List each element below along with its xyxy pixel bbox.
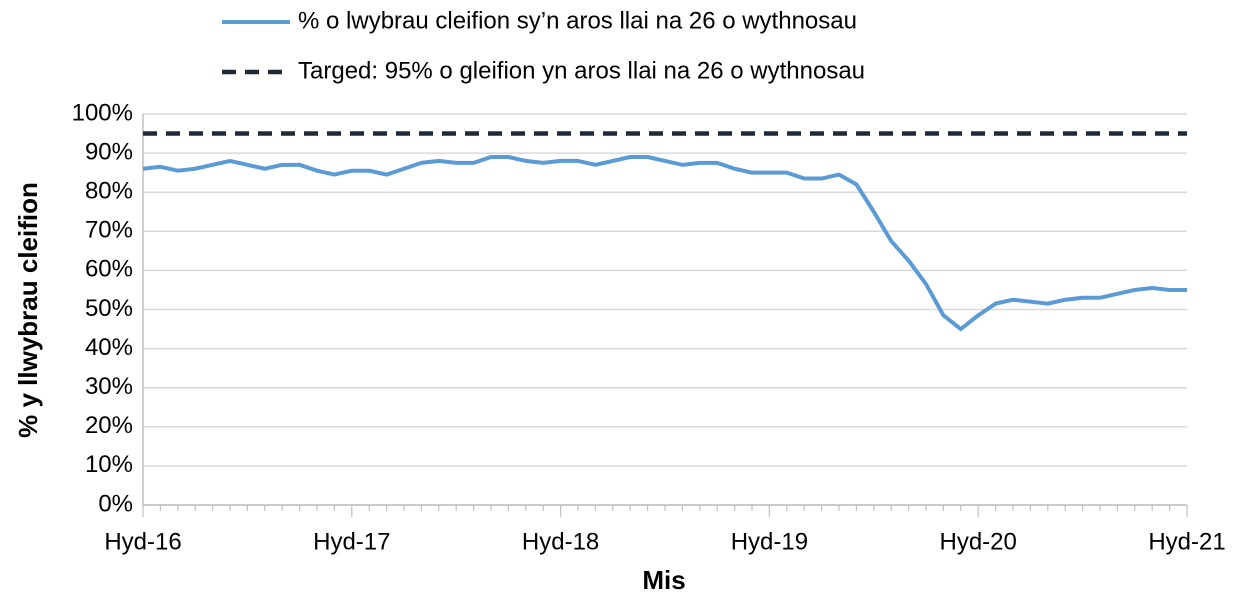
y-tick-label: 50% <box>85 295 133 322</box>
series-line <box>142 155 1187 332</box>
y-tick-label: 80% <box>85 178 133 205</box>
legend-label: Targed: 95% o gleifion yn aros llai na 2… <box>298 57 865 84</box>
y-tick-label: 20% <box>85 412 133 439</box>
x-axis-title: Mis <box>642 565 685 595</box>
y-tick-label: 10% <box>85 451 133 478</box>
x-tick-label: Hyd-21 <box>1148 528 1225 555</box>
x-tick-label: Hyd-18 <box>522 528 599 555</box>
y-tick-label: 100% <box>72 99 133 126</box>
y-tick-label: 0% <box>98 490 133 517</box>
legend-label: % o lwybrau cleifion sy’n aros llai na 2… <box>298 7 857 34</box>
y-tick-label: 30% <box>85 373 133 400</box>
x-tick-label: Hyd-19 <box>731 528 808 555</box>
y-tick-label: 60% <box>85 256 133 283</box>
y-tick-label: 70% <box>85 217 133 244</box>
x-tick-label: Hyd-16 <box>104 528 181 555</box>
y-axis-title: % y llwybrau cleifion <box>13 182 43 438</box>
y-tick-label: 40% <box>85 334 133 361</box>
x-tick-label: Hyd-17 <box>313 528 390 555</box>
x-tick-label: Hyd-20 <box>940 528 1017 555</box>
y-tick-label: 90% <box>85 138 133 165</box>
